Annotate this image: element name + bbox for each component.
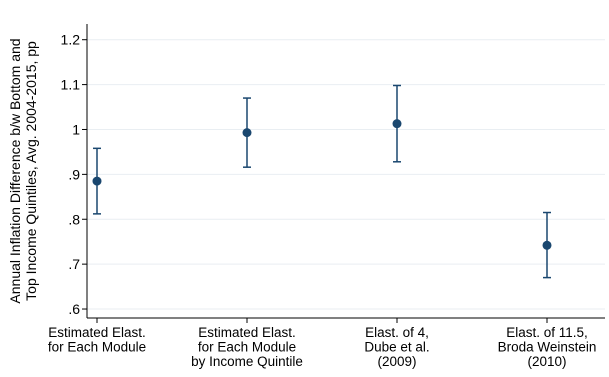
x-tick-label: Elast. of 4, Dube et al. (2009) [364, 325, 429, 369]
y-tick-label: .8 [68, 211, 80, 227]
x-tick-label-line: (2010) [527, 354, 566, 369]
x-tick-label-line: for Each Module [198, 340, 296, 355]
data-point [542, 240, 552, 250]
x-tick-label-line: Elast. of 4, [365, 325, 429, 340]
x-ticks: Estimated Elast. for Each ModuleEstimated… [48, 318, 597, 369]
y-tick-label: 1.1 [61, 77, 81, 93]
x-tick-label-line: Dube et al. [364, 340, 429, 355]
y-tick-label: .6 [68, 301, 80, 317]
axes [86, 24, 605, 319]
x-tick-label: Estimated Elast. for Each Module [48, 325, 146, 355]
x-tick-label-line: (2009) [377, 354, 416, 369]
data-point [392, 119, 402, 129]
data-point [242, 128, 252, 138]
x-tick-label-line: for Each Module [48, 340, 146, 355]
data-point [92, 176, 102, 186]
y-axis-title-line: Top Income Quintiles, Avg. 2004-2015, pp [23, 41, 39, 301]
x-tick-label: Estimated Elast. for Each Module by Income… [191, 325, 303, 369]
y-tick-label: .7 [68, 256, 80, 272]
y-tick-label: .9 [68, 166, 80, 182]
y-axis-label: Annual Inflation Difference b/w Bottom a… [7, 38, 39, 303]
grid-lines [87, 39, 605, 310]
y-ticks: .6 .7 .8 .9 1 1.1 1.2 [61, 32, 87, 317]
x-tick-label-line: Estimated Elast. [198, 325, 296, 340]
x-tick-label: Elast. of 11.5, Broda Weinstein (2010) [498, 325, 597, 369]
y-tick-label: 1.2 [61, 32, 81, 48]
y-axis-title-line: Annual Inflation Difference b/w Bottom a… [7, 38, 23, 303]
y-tick-label: 1 [72, 121, 80, 137]
x-tick-label-line: Broda Weinstein [498, 340, 597, 355]
y-axis-title: Annual Inflation Difference b/w Bottom a… [7, 38, 39, 303]
x-tick-label-line: Estimated Elast. [48, 325, 146, 340]
data-points [92, 119, 552, 250]
x-tick-label-line: by Income Quintile [191, 354, 303, 369]
x-tick-label-line: Elast. of 11.5, [506, 325, 588, 340]
error-bars [93, 84, 551, 279]
